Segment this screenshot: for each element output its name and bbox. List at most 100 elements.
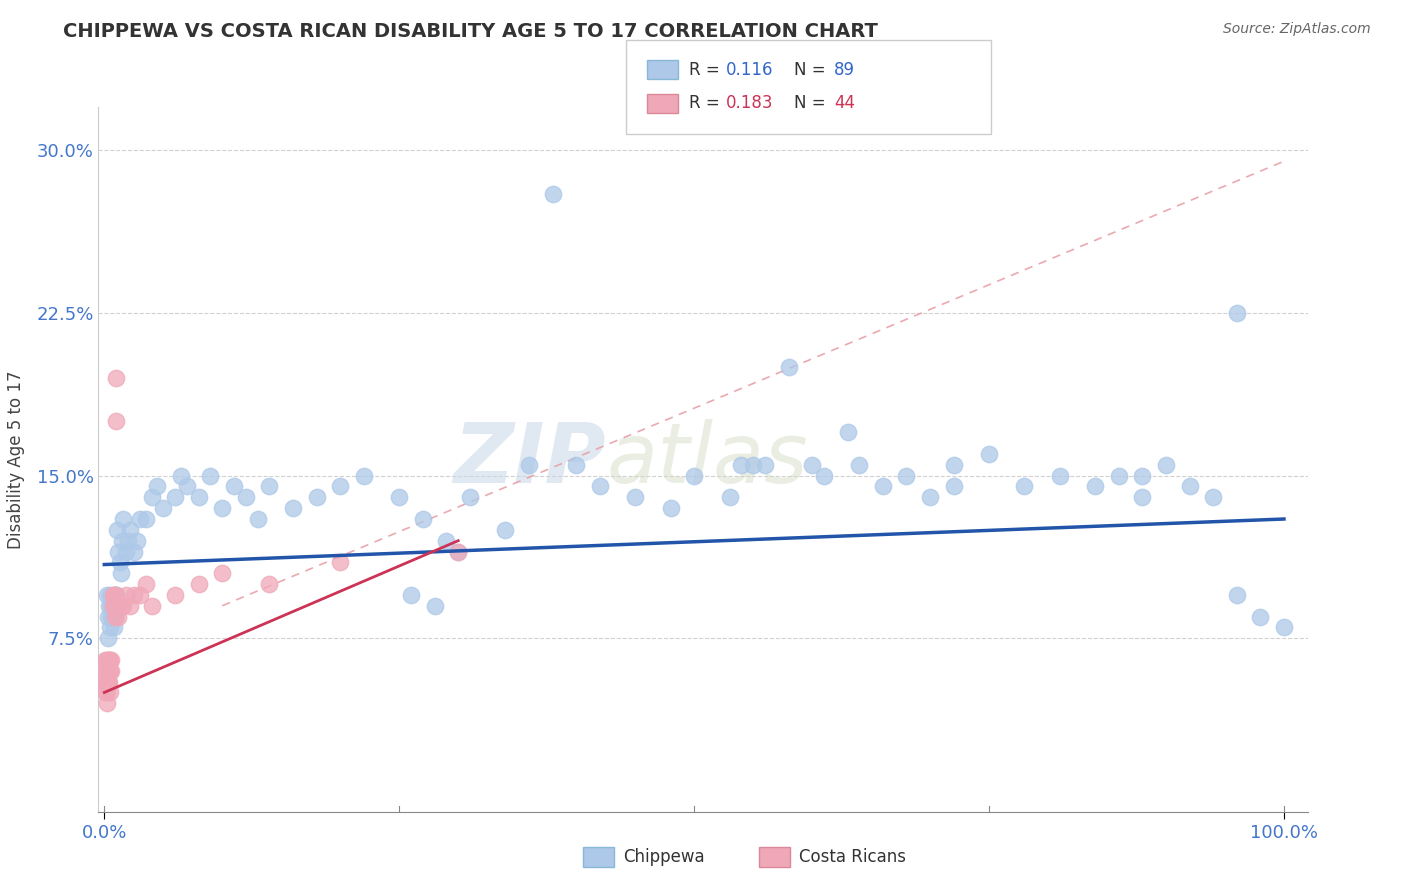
Point (128, 512, 150, 526)
Point (920, 491, 942, 505)
Point (436, 533, 458, 548)
Point (624, 491, 647, 505)
Text: R =: R = (689, 61, 725, 78)
Point (114, 544, 136, 558)
Point (683, 468, 706, 483)
Point (165, 588, 187, 602)
Point (801, 458, 824, 472)
Point (187, 577, 209, 591)
Point (111, 533, 134, 548)
Point (96, 685, 118, 699)
Point (94, 685, 117, 699)
Point (97, 653, 120, 667)
Point (329, 555, 352, 569)
Point (447, 544, 470, 558)
Point (128, 588, 150, 602)
Point (112, 512, 135, 526)
Point (120, 523, 142, 537)
Point (1272, 620, 1295, 634)
Point (98, 674, 121, 689)
Point (565, 458, 588, 472)
Point (105, 588, 128, 602)
Point (97, 632, 120, 646)
Point (110, 566, 132, 581)
Point (896, 468, 918, 483)
Point (103, 588, 125, 602)
Point (97, 664, 120, 678)
Point (1226, 306, 1249, 320)
Point (659, 501, 682, 516)
Point (103, 620, 125, 634)
Point (100, 664, 122, 678)
Point (329, 479, 352, 493)
Point (517, 458, 540, 472)
Point (98, 653, 121, 667)
Point (97, 609, 120, 624)
Point (103, 599, 125, 613)
Point (94, 653, 117, 667)
Point (105, 414, 128, 428)
Point (98, 664, 121, 678)
Text: Chippewa: Chippewa (623, 848, 704, 866)
Point (96, 653, 118, 667)
Point (107, 609, 129, 624)
Point (98, 664, 121, 678)
Text: 0.183: 0.183 (725, 95, 773, 112)
Point (100, 609, 122, 624)
Point (541, 186, 564, 201)
Y-axis label: Disability Age 5 to 17: Disability Age 5 to 17 (7, 370, 25, 549)
Point (259, 479, 281, 493)
Point (105, 523, 128, 537)
Point (141, 491, 163, 505)
Point (104, 588, 127, 602)
Point (94, 664, 117, 678)
Point (98, 653, 121, 667)
Point (1132, 468, 1154, 483)
Text: atlas: atlas (606, 419, 808, 500)
Point (104, 609, 127, 624)
Point (187, 491, 209, 505)
Point (423, 599, 446, 613)
Point (1202, 491, 1225, 505)
Point (170, 468, 193, 483)
Point (101, 599, 124, 613)
Point (94, 674, 117, 689)
Point (447, 544, 470, 558)
Point (399, 588, 422, 602)
Point (1084, 479, 1107, 493)
Point (353, 468, 375, 483)
Point (97, 674, 120, 689)
Point (742, 458, 765, 472)
Point (754, 458, 776, 472)
Point (730, 458, 752, 472)
Text: N =: N = (794, 95, 831, 112)
Point (778, 360, 800, 375)
Point (146, 479, 169, 493)
Point (246, 512, 269, 526)
Point (100, 599, 122, 613)
Point (127, 533, 149, 548)
Point (259, 577, 281, 591)
Point (1154, 458, 1177, 472)
Point (718, 491, 741, 505)
Point (176, 479, 198, 493)
Point (97, 674, 120, 689)
Point (494, 523, 516, 537)
Point (117, 533, 139, 548)
Point (107, 544, 129, 558)
Point (110, 599, 132, 613)
Point (211, 566, 233, 581)
Point (458, 491, 481, 505)
Point (1178, 479, 1201, 493)
Point (412, 512, 434, 526)
Point (211, 501, 233, 516)
Point (942, 458, 965, 472)
Point (112, 599, 135, 613)
Text: R =: R = (689, 95, 725, 112)
Point (388, 491, 411, 505)
Point (813, 468, 835, 483)
Point (108, 555, 131, 569)
Point (977, 447, 1000, 461)
Point (96, 664, 118, 678)
Point (105, 588, 128, 602)
